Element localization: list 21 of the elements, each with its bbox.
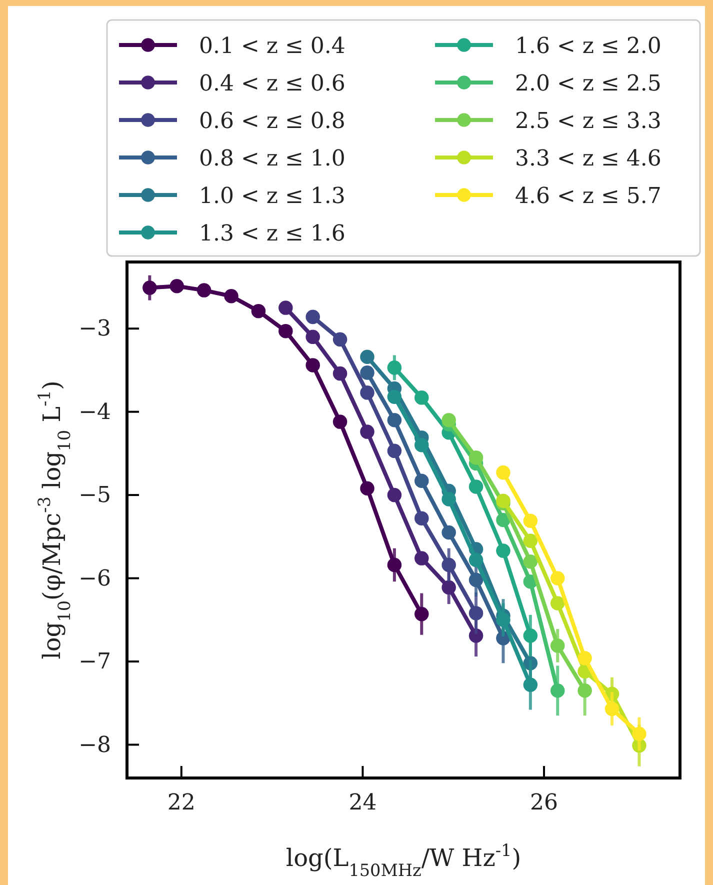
y-tick-label: −8: [78, 732, 111, 758]
x-tick-label: 22: [167, 790, 196, 816]
legend-label: 2.0 < z ≤ 2.5: [515, 72, 662, 96]
y-tick-label: −6: [78, 566, 111, 592]
legend-label: 0.4 < z ≤ 0.6: [199, 72, 346, 96]
y-tick-label: −4: [78, 400, 111, 425]
y-tick-label: −7: [78, 650, 111, 675]
x-tick-label: 26: [530, 790, 558, 816]
legend-label: 0.8 < z ≤ 1.0: [199, 146, 346, 172]
legend-label: 0.6 < z ≤ 0.8: [199, 109, 346, 134]
legend-label: 2.5 < z ≤ 3.3: [515, 109, 662, 134]
legend-label: 4.6 < z ≤ 5.7: [515, 184, 662, 209]
y-tick-label: −3: [78, 316, 111, 342]
y-tick-label: −5: [78, 483, 111, 508]
x-tick-label: 24: [348, 790, 377, 816]
x-axis-title: log(L$_{150MHz}$/W Hz$^{-1}$): [286, 840, 522, 880]
legend-label: 1.6 < z ≤ 2.0: [515, 34, 662, 59]
legend-label: 1.3 < z ≤ 1.6: [199, 222, 346, 246]
legend-label: 1.0 < z ≤ 1.3: [199, 184, 346, 209]
legend-label: 3.3 < z ≤ 4.6: [515, 146, 662, 172]
legend-label: 0.1 < z ≤ 0.4: [199, 34, 346, 59]
